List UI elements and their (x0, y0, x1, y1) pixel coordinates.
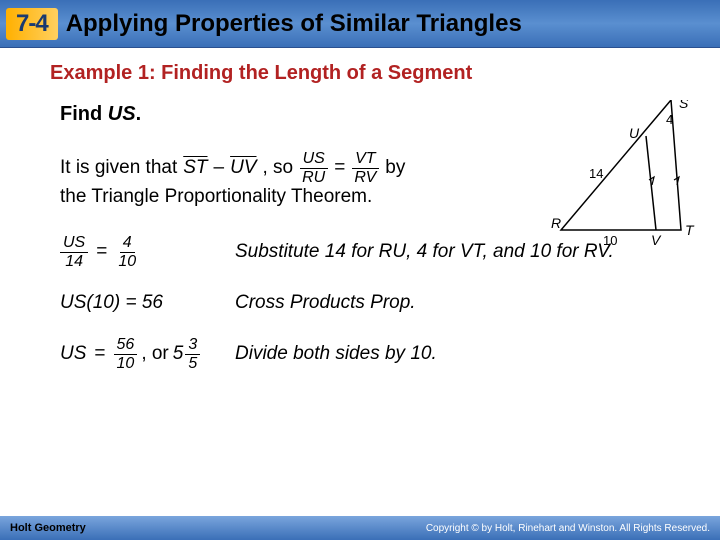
frac-den: RU (299, 169, 328, 187)
frac-den: 10 (115, 253, 139, 271)
example-title: Example 1: Finding the Length of a Segme… (50, 62, 670, 85)
pt-v: V (651, 232, 662, 248)
find-prefix: Find (60, 103, 108, 125)
step-row: US = 56 10 , or 5 3 5 Divide both sides … (60, 336, 670, 372)
given-eq: = (334, 157, 345, 179)
step-text: US(10) = 56 (60, 292, 163, 314)
lbl-su: 4 (666, 112, 673, 127)
pt-r: R (551, 215, 561, 231)
pt-u: U (629, 125, 640, 141)
frac: 3 5 (185, 336, 200, 372)
frac-num: 56 (114, 336, 138, 355)
segment-st: ST (183, 157, 207, 179)
title-bar: 7-4 Applying Properties of Similar Trian… (0, 0, 720, 48)
mixed-number: 5 3 5 (173, 336, 200, 372)
step-left: US(10) = 56 (60, 292, 235, 314)
step-right: Cross Products Prop. (235, 292, 670, 314)
copyright: Copyright © by Holt, Rinehart and Winsto… (426, 523, 710, 534)
step-right: Divide both sides by 10. (235, 343, 670, 365)
frac-us-ru: US RU (299, 150, 328, 186)
frac-den: RV (351, 169, 379, 187)
lbl-rv: 10 (603, 233, 617, 248)
equals: = (94, 343, 105, 365)
lesson-badge: 7-4 (6, 8, 58, 40)
given-t3: by (385, 157, 405, 179)
pt-s: S (679, 100, 689, 111)
equals: = (96, 241, 107, 263)
find-var: US (108, 103, 136, 125)
frac: 56 10 (114, 336, 138, 372)
frac-den: 5 (185, 355, 200, 373)
steps: US 14 = 4 10 Substitute 14 for RU, 4 for… (60, 234, 670, 372)
frac-num: 4 (120, 234, 135, 253)
footer: Holt Geometry Copyright © by Holt, Rineh… (0, 516, 720, 540)
given-t1: It is given that (60, 157, 177, 179)
frac-vt-rv: VT RV (351, 150, 379, 186)
triangle-diagram: S U R V T 4 14 10 (551, 100, 706, 250)
lbl-ur: 14 (589, 166, 603, 181)
frac-num: US (300, 150, 328, 169)
whole: 5 (173, 343, 184, 365)
frac-den: 14 (62, 253, 86, 271)
frac: US 14 (60, 234, 88, 270)
brand: Holt Geometry (10, 522, 86, 534)
frac-num: VT (352, 150, 378, 169)
frac-num: 3 (185, 336, 200, 355)
frac: 4 10 (115, 234, 139, 270)
given-t2: , so (263, 157, 294, 179)
frac-den: 10 (114, 355, 138, 373)
given-minus: – (214, 157, 225, 179)
find-suffix: . (136, 103, 142, 125)
step-row: US(10) = 56 Cross Products Prop. (60, 292, 670, 314)
segment-uv: UV (230, 157, 256, 179)
frac-num: US (60, 234, 88, 253)
lesson-title: Applying Properties of Similar Triangles (66, 10, 522, 38)
pt-t: T (685, 222, 695, 238)
or-text: , or (141, 343, 168, 365)
step-left: US = 56 10 , or 5 3 5 (60, 336, 235, 372)
step-left: US 14 = 4 10 (60, 234, 235, 270)
result-lhs: US (60, 343, 86, 365)
